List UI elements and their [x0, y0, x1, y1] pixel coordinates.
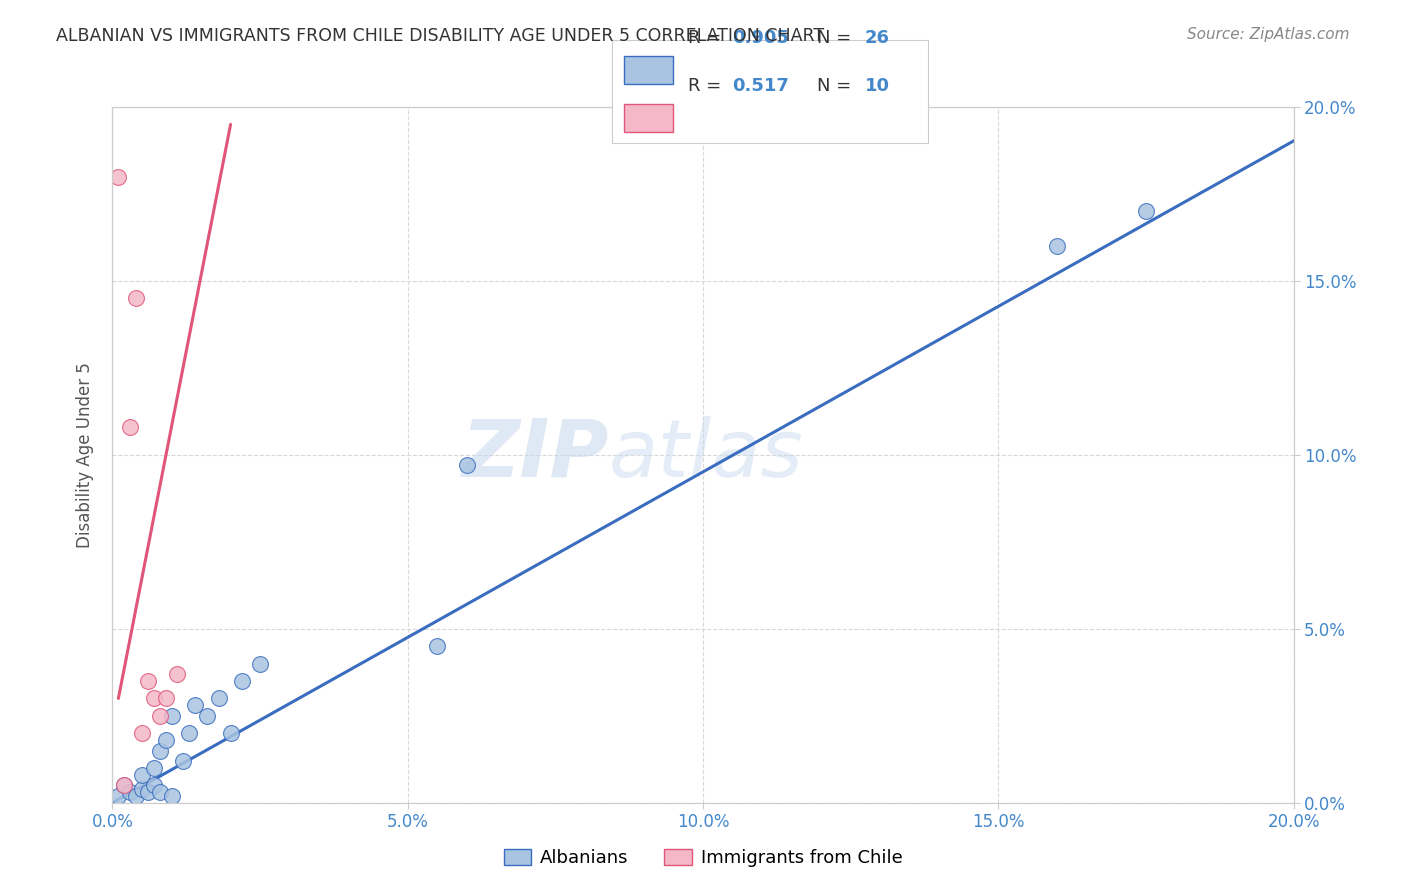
Text: N =: N =	[817, 29, 858, 47]
Point	[149, 785, 172, 799]
Text: N =: N =	[817, 78, 858, 95]
Text: 26: 26	[865, 29, 890, 47]
FancyBboxPatch shape	[624, 103, 673, 132]
Text: Source: ZipAtlas.com: Source: ZipAtlas.com	[1187, 27, 1350, 42]
Point	[131, 781, 153, 796]
Point	[249, 657, 271, 671]
Text: ZIP: ZIP	[461, 416, 609, 494]
Point	[166, 667, 188, 681]
Point	[155, 733, 177, 747]
Point	[160, 708, 183, 723]
Legend: Albanians, Immigrants from Chile: Albanians, Immigrants from Chile	[496, 841, 910, 874]
Point	[149, 708, 172, 723]
Point	[125, 789, 148, 803]
Point	[112, 778, 135, 793]
Text: 0.517: 0.517	[731, 78, 789, 95]
Point	[208, 691, 231, 706]
Point	[136, 674, 159, 689]
Point	[125, 291, 148, 305]
Point	[179, 726, 201, 740]
Point	[456, 458, 478, 473]
Point	[136, 785, 159, 799]
Point	[172, 754, 194, 768]
Point	[107, 789, 129, 803]
Point	[107, 169, 129, 184]
Point	[1135, 204, 1157, 219]
Point	[160, 789, 183, 803]
Point	[1046, 239, 1069, 253]
Point	[219, 726, 242, 740]
Point	[131, 726, 153, 740]
Y-axis label: Disability Age Under 5: Disability Age Under 5	[76, 362, 94, 548]
Point	[184, 698, 207, 713]
Point	[142, 691, 165, 706]
Text: R =: R =	[688, 78, 727, 95]
Point	[142, 778, 165, 793]
Point	[195, 708, 218, 723]
Text: atlas: atlas	[609, 416, 803, 494]
Point	[131, 768, 153, 782]
Text: 10: 10	[865, 78, 890, 95]
Point	[120, 785, 142, 799]
Point	[120, 420, 142, 434]
Text: R =: R =	[688, 29, 727, 47]
Point	[231, 674, 253, 689]
Point	[142, 761, 165, 775]
Point	[155, 691, 177, 706]
Point	[149, 744, 172, 758]
Point	[426, 639, 449, 653]
Point	[112, 778, 135, 793]
FancyBboxPatch shape	[624, 55, 673, 84]
Text: ALBANIAN VS IMMIGRANTS FROM CHILE DISABILITY AGE UNDER 5 CORRELATION CHART: ALBANIAN VS IMMIGRANTS FROM CHILE DISABI…	[56, 27, 824, 45]
Text: 0.905: 0.905	[731, 29, 789, 47]
